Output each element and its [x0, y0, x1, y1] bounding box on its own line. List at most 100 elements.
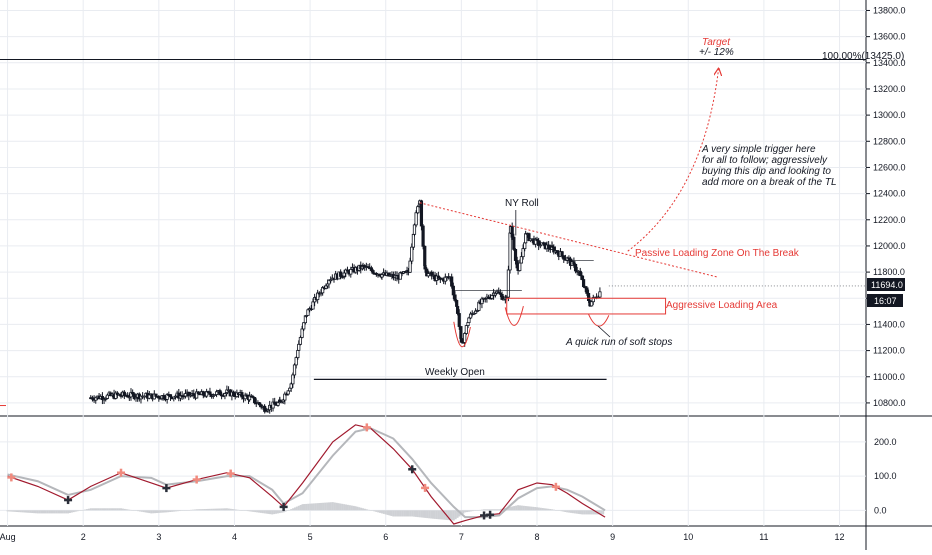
histogram-bar — [220, 508, 223, 511]
candle-body — [585, 287, 589, 294]
histogram-bar — [246, 510, 249, 512]
histogram-bar — [363, 508, 366, 511]
candle-body — [231, 391, 236, 396]
histogram-bar — [479, 509, 482, 511]
histogram-bar — [322, 502, 325, 511]
histogram-bar — [562, 510, 565, 512]
histogram-bar — [588, 510, 591, 515]
histogram-bar — [411, 510, 414, 517]
histogram-bar — [331, 502, 334, 511]
histogram-bar — [405, 510, 408, 517]
candle-body — [527, 233, 531, 241]
histogram-bar — [545, 508, 548, 511]
histogram-bar — [193, 509, 196, 511]
candle-body — [205, 391, 209, 397]
candle-body — [508, 232, 512, 271]
candle-body — [524, 233, 528, 244]
histogram-bar — [343, 504, 346, 511]
histogram-bar — [526, 506, 529, 511]
histogram-bar — [218, 508, 221, 511]
candle-body — [105, 394, 109, 399]
commentary-line-4: add more on a break of the TL — [702, 177, 837, 188]
candles — [89, 199, 602, 414]
histogram-bar — [85, 509, 88, 511]
candle-body — [283, 393, 287, 401]
histogram-bar — [21, 510, 24, 513]
histogram-bar — [326, 502, 329, 511]
last-price-box — [867, 278, 905, 291]
histogram-bar — [16, 510, 19, 512]
histogram-bar — [551, 509, 554, 511]
histogram-bar — [17, 510, 20, 513]
histogram-bar — [314, 503, 317, 511]
histogram-bar — [263, 510, 266, 514]
commentary-line-1: A very simple trigger here — [701, 144, 816, 155]
histogram-bar — [138, 510, 141, 512]
histogram-bar — [524, 506, 527, 511]
candle-body — [147, 394, 151, 399]
histogram-bar — [101, 508, 104, 511]
histogram-bar — [31, 510, 34, 514]
histogram-bar — [367, 509, 370, 511]
histogram-bar — [241, 510, 244, 511]
candle-body — [538, 244, 542, 247]
histogram-bar — [312, 503, 315, 511]
histogram-bar — [587, 510, 590, 515]
candle-body — [154, 393, 158, 397]
histogram-bar — [206, 508, 209, 511]
histogram-bar — [350, 505, 353, 511]
candle-body — [591, 297, 595, 303]
histogram-bar — [490, 509, 493, 511]
histogram-bar — [110, 508, 113, 511]
candle-body — [581, 279, 586, 288]
passive-zone-label: Passive Loading Zone On The Break — [635, 248, 800, 259]
histogram-bar — [515, 505, 518, 511]
commentary-line-2: for all to follow; aggressively — [702, 155, 828, 166]
histogram-bar — [152, 510, 155, 514]
histogram-bar — [456, 510, 459, 518]
histogram-bar — [12, 510, 15, 512]
candle-body — [408, 260, 412, 273]
histogram-bar — [155, 510, 158, 514]
histogram-bar — [401, 510, 404, 517]
histogram-bar — [458, 510, 461, 517]
histogram-bar — [163, 510, 166, 513]
histogram-bar — [430, 510, 433, 519]
histogram-bar — [114, 508, 117, 511]
candle-body — [218, 390, 222, 396]
dip-arc-3 — [587, 313, 610, 327]
histogram-bar — [123, 508, 126, 511]
candle-body — [252, 397, 257, 404]
histogram-bar — [583, 510, 586, 515]
histogram-bar — [439, 510, 442, 520]
candle-body — [208, 391, 212, 395]
histogram-bar — [33, 510, 36, 514]
histogram-bar — [481, 509, 484, 511]
candle-body — [500, 293, 504, 300]
histogram-bar — [337, 503, 340, 511]
histogram-bar — [258, 510, 261, 513]
histogram-bar — [25, 510, 28, 513]
histogram-bar — [106, 508, 109, 511]
histogram-bar — [91, 508, 94, 511]
histogram-bar — [369, 510, 372, 511]
osc-y-tick-label: 200.0 — [874, 437, 897, 447]
candle-body — [490, 295, 494, 299]
histogram-bar — [511, 506, 514, 511]
histogram-bar — [433, 510, 436, 519]
histogram-bar — [441, 510, 444, 520]
candle-body — [294, 357, 298, 366]
candle-body — [463, 333, 467, 343]
histogram-bar — [316, 503, 319, 511]
histogram-bar — [224, 508, 227, 511]
histogram-bar — [239, 510, 242, 511]
histogram-bar — [486, 509, 489, 511]
target-value: +/- 12% — [699, 47, 734, 58]
y-tick-label: 10800.0 — [873, 398, 906, 408]
histogram-bar — [570, 510, 573, 513]
histogram-bar — [428, 510, 431, 519]
histogram-bar — [403, 510, 406, 517]
histogram-bar — [386, 510, 389, 515]
histogram-bar — [27, 510, 30, 513]
candle-body — [459, 326, 463, 339]
